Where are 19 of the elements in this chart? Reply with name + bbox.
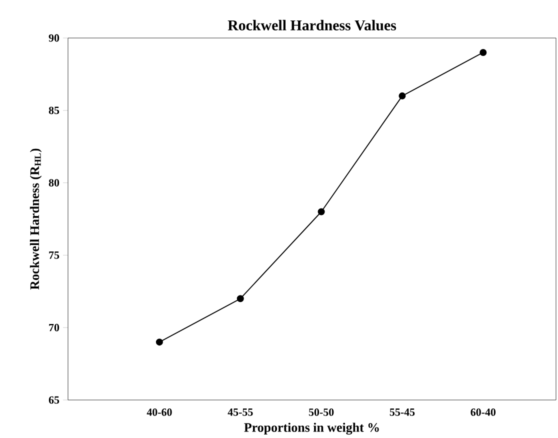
x-tick-label: 55-45 — [390, 408, 415, 416]
y-tick-label: 90 — [48, 34, 60, 42]
point — [480, 49, 487, 56]
y-tick-label: 70 — [49, 324, 60, 332]
x-tick-label: 45-55 — [228, 408, 253, 416]
x-tick-label: 50-50 — [308, 408, 334, 416]
y-tick-label: 80 — [48, 179, 60, 187]
point — [156, 338, 163, 346]
point — [318, 208, 325, 216]
y-tick-label: 85 — [48, 106, 60, 114]
point — [398, 92, 406, 100]
chart-title: Rockwell Hardness Values — [228, 20, 396, 31]
x-axis-title: Proportions in weight % — [244, 422, 379, 435]
y-tick-label: 75 — [49, 252, 60, 259]
y-axis-title: Rockwell Hardness (R$_{HL}$) — [30, 148, 42, 290]
x-tick-label: 60-40 — [470, 408, 496, 416]
y-tick-label: 65 — [48, 396, 60, 404]
x-tick-label: 40-60 — [146, 408, 172, 416]
point — [236, 295, 244, 302]
